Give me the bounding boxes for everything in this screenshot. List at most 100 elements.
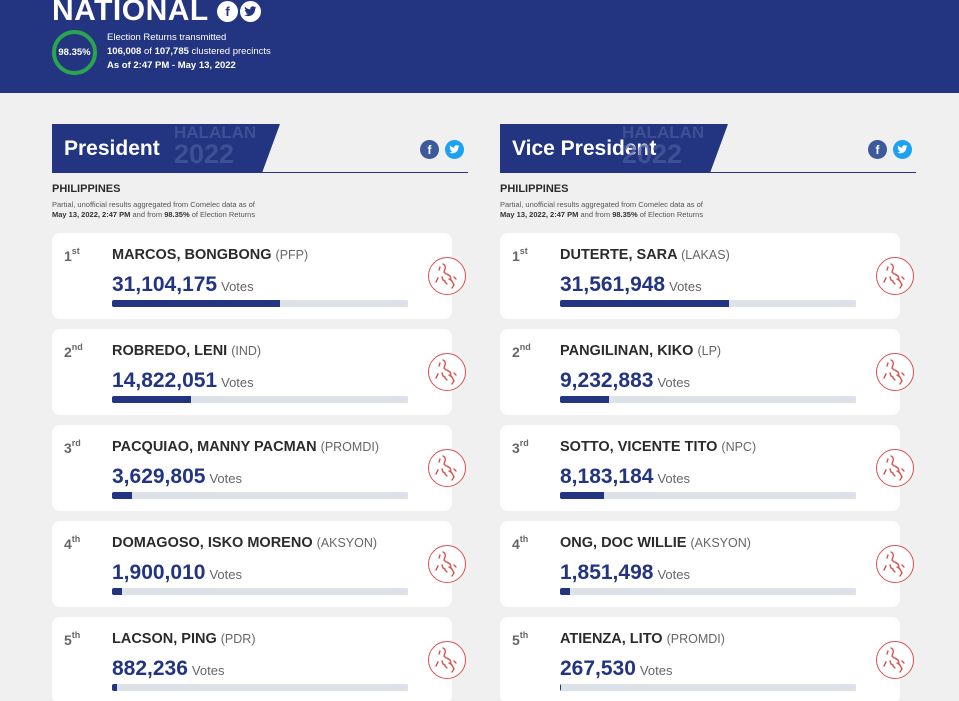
- panel-title: Vice President: [500, 124, 728, 173]
- rank-suffix: rd: [519, 438, 529, 448]
- rank-suffix: nd: [71, 342, 83, 352]
- candidate-rank: 5th: [64, 630, 80, 648]
- candidate-votes: 267,530 Votes: [560, 657, 672, 681]
- vote-share-bar: [560, 684, 856, 691]
- candidate-rank: 4th: [64, 534, 81, 552]
- candidate-card[interactable]: 4th ONG, DOC WILLIE (AKSYON) 1,851,498 Vo…: [500, 521, 914, 607]
- philippines-map-icon[interactable]: [428, 545, 466, 583]
- votes-label: Votes: [209, 567, 242, 582]
- candidate-card[interactable]: 3rd SOTTO, VICENTE TITO (NPC) 8,183,184 V…: [500, 425, 914, 511]
- panel-title-text: President: [64, 137, 160, 160]
- region-label: PHILIPPINES: [500, 183, 569, 195]
- vote-count: 9,232,883: [560, 369, 654, 392]
- returns-line: Election Returns transmitted: [107, 32, 227, 43]
- rank-number: 3: [512, 440, 520, 456]
- philippines-map-icon[interactable]: [428, 257, 466, 295]
- candidate-name: ONG, DOC WILLIE (AKSYON): [560, 535, 751, 551]
- candidate-name-text: DUTERTE, SARA: [560, 247, 678, 263]
- vote-count: 1,851,498: [560, 561, 654, 584]
- candidate-card[interactable]: 1st MARCOS, BONGBONG (PFP) 31,104,175 Vot…: [52, 233, 466, 319]
- watermark-bottom: 2022: [622, 139, 683, 169]
- candidate-name-text: PACQUIAO, MANNY PACMAN: [112, 439, 317, 455]
- facebook-icon[interactable]: f: [420, 140, 439, 159]
- philippines-map-icon[interactable]: [428, 449, 466, 487]
- candidate-votes: 8,183,184 Votes: [560, 465, 690, 489]
- facebook-icon[interactable]: f: [217, 1, 238, 22]
- candidate-name: PANGILINAN, KIKO (LP): [560, 343, 721, 359]
- vote-share-fill: [112, 492, 132, 499]
- votes-label: Votes: [669, 279, 702, 294]
- progress-percent: 98.35%: [58, 47, 91, 58]
- twitter-icon[interactable]: [445, 140, 464, 159]
- vote-share-fill: [560, 300, 730, 307]
- candidate-name-text: MARCOS, BONGBONG: [112, 247, 272, 263]
- candidate-votes: 3,629,805 Votes: [112, 465, 242, 489]
- note-prefix: Partial, unofficial results aggregated f…: [500, 200, 703, 209]
- votes-label: Votes: [221, 279, 254, 294]
- national-header: NATIONAL f 98.35% Election Returns trans…: [0, 0, 959, 93]
- candidate-rank: 2nd: [512, 342, 531, 360]
- vote-share-fill: [560, 492, 604, 499]
- twitter-icon[interactable]: [240, 1, 261, 22]
- candidate-rank: 3rd: [512, 438, 529, 456]
- candidate-name-text: DOMAGOSO, ISKO MORENO: [112, 535, 313, 551]
- candidate-votes: 882,236 Votes: [112, 657, 224, 681]
- candidate-name: PACQUIAO, MANNY PACMAN (PROMDI): [112, 439, 379, 455]
- candidate-card[interactable]: 4th DOMAGOSO, ISKO MORENO (AKSYON) 1,900…: [52, 521, 466, 607]
- twitter-icon[interactable]: [893, 140, 912, 159]
- philippines-map-icon[interactable]: [876, 545, 914, 583]
- philippines-map-icon[interactable]: [876, 353, 914, 391]
- facebook-icon[interactable]: f: [868, 140, 887, 159]
- note-suffix: of Election Returns: [639, 210, 704, 219]
- votes-label: Votes: [657, 471, 690, 486]
- rank-number: 3: [64, 440, 72, 456]
- candidate-name: ATIENZA, LITO (PROMDI): [560, 631, 725, 647]
- note-suffix: of Election Returns: [191, 210, 256, 219]
- vote-share-fill: [112, 588, 123, 595]
- vote-count: 8,183,184: [560, 465, 654, 488]
- candidate-card[interactable]: 3rd PACQUIAO, MANNY PACMAN (PROMDI) 3,62…: [52, 425, 466, 511]
- vice-president-panel: Vice President HALALAN 2022 f PHILIPPINE…: [500, 124, 916, 701]
- vote-share-fill: [112, 300, 280, 307]
- candidate-votes: 1,900,010 Votes: [112, 561, 242, 585]
- candidate-card[interactable]: 2nd ROBREDO, LENI (IND) 14,822,051 Votes: [52, 329, 466, 415]
- note-date: May 13, 2022, 2:47 PM: [52, 210, 131, 219]
- candidate-rank: 3rd: [64, 438, 81, 456]
- votes-label: Votes: [209, 471, 242, 486]
- candidate-card[interactable]: 5th ATIENZA, LITO (PROMDI) 267,530 Votes: [500, 617, 914, 701]
- vote-share-bar: [560, 300, 856, 307]
- panel-title-text: Vice President: [512, 137, 657, 160]
- votes-label: Votes: [657, 567, 690, 582]
- philippines-map-icon[interactable]: [876, 257, 914, 295]
- philippines-map-icon[interactable]: [876, 641, 914, 679]
- note-mid: and from: [132, 210, 163, 219]
- vote-share-bar: [112, 396, 408, 403]
- candidate-name-text: LACSON, PING: [112, 631, 217, 647]
- candidate-name: LACSON, PING (PDR): [112, 631, 255, 647]
- vote-share-bar: [112, 492, 408, 499]
- candidate-votes: 1,851,498 Votes: [560, 561, 690, 585]
- candidate-party: (AKSYON): [690, 536, 751, 550]
- philippines-map-icon[interactable]: [428, 353, 466, 391]
- candidate-votes: 9,232,883 Votes: [560, 369, 690, 393]
- vote-count: 14,822,051: [112, 369, 218, 392]
- candidate-party: (PROMDI): [666, 632, 725, 646]
- vote-count: 31,104,175: [112, 273, 218, 296]
- rank-suffix: nd: [519, 342, 531, 352]
- candidate-card[interactable]: 5th LACSON, PING (PDR) 882,236 Votes: [52, 617, 466, 701]
- philippines-map-icon[interactable]: [428, 641, 466, 679]
- note-prefix: Partial, unofficial results aggregated f…: [52, 200, 255, 209]
- vote-share-bar: [112, 684, 408, 691]
- candidate-votes: 31,561,948 Votes: [560, 273, 702, 297]
- rank-suffix: th: [71, 534, 81, 544]
- candidate-name: DUTERTE, SARA (LAKAS): [560, 247, 730, 263]
- rank-number: 1: [512, 248, 520, 264]
- president-panel: President HALALAN 2022 f PHILIPPINES Par…: [52, 124, 468, 701]
- vote-share-fill: [560, 684, 562, 691]
- candidate-card[interactable]: 2nd PANGILINAN, KIKO (LP) 9,232,883 Votes: [500, 329, 914, 415]
- candidate-party: (PROMDI): [320, 440, 379, 454]
- rank-number: 2: [512, 344, 520, 360]
- philippines-map-icon[interactable]: [876, 449, 914, 487]
- panel-title: President: [52, 124, 280, 173]
- candidate-card[interactable]: 1st DUTERTE, SARA (LAKAS) 31,561,948 Vote…: [500, 233, 914, 319]
